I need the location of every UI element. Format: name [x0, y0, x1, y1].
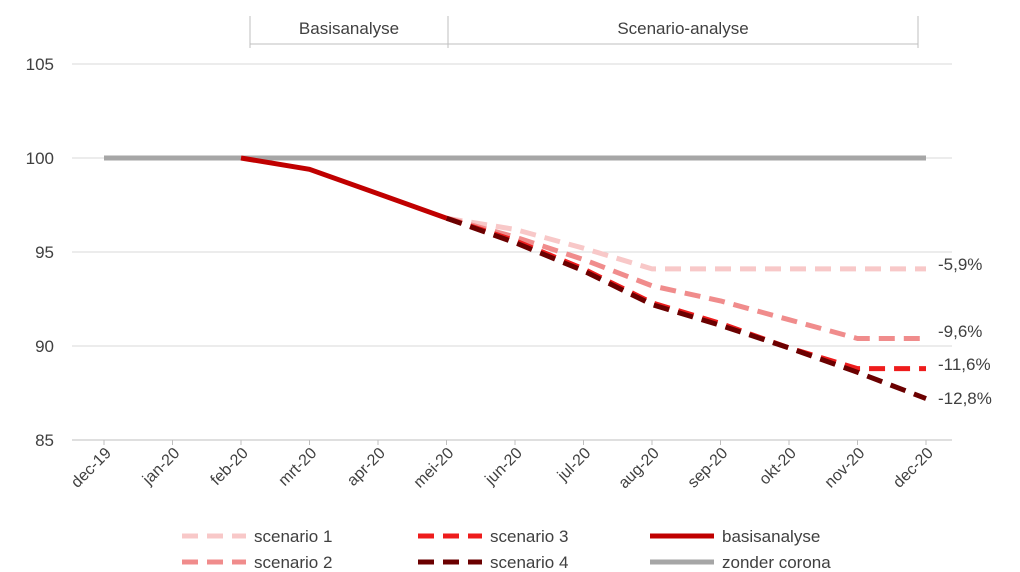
x-tick-label: okt-20 [756, 445, 800, 489]
legend-label: scenario 4 [490, 553, 568, 572]
end-value-label: -5,9% [938, 255, 982, 274]
series-line-scenario-1 [446, 215, 926, 272]
x-tick-label: jan-20 [139, 445, 183, 489]
series-line-scenario-2 [445, 215, 926, 341]
x-tick-label: dec-20 [890, 445, 937, 492]
y-tick-label: 95 [35, 243, 54, 262]
series-line-scenario-4 [445, 215, 927, 401]
y-tick-label: 90 [35, 337, 54, 356]
legend-label: zonder corona [722, 553, 831, 572]
x-tick-label: feb-20 [208, 445, 252, 489]
legend-label: basisanalyse [722, 527, 820, 546]
y-tick-label: 85 [35, 431, 54, 450]
x-tick-label: nov-20 [822, 445, 869, 492]
x-tick-label: jul-20 [554, 445, 594, 485]
gridlines [72, 63, 952, 347]
period-label: Basisanalyse [299, 19, 399, 38]
y-tick-label: 105 [26, 55, 54, 74]
x-tick-label: mrt-20 [276, 445, 321, 490]
series-lines [104, 155, 927, 401]
legend-label: scenario 2 [254, 553, 332, 572]
period-label: Scenario-analyse [617, 19, 748, 38]
axes: 85 90 95 100 105 dec-19 jan-20 feb-20 mrt-20 apr-… [26, 55, 952, 492]
legend: scenario 1 scenario 3 basisanalyse scenario… [182, 527, 831, 572]
end-annotations: -5,9% -9,6% -11,6% -12,8% [938, 255, 992, 408]
end-value-label: -12,8% [938, 389, 992, 408]
legend-label: scenario 1 [254, 527, 332, 546]
x-tick-label: apr-20 [344, 445, 389, 490]
x-tick-label: sep-20 [685, 445, 732, 492]
legend-label: scenario 3 [490, 527, 568, 546]
x-tick-label: jun-20 [482, 445, 526, 489]
x-tick-label: mei-20 [411, 445, 458, 492]
x-tick-label: dec-19 [68, 445, 115, 492]
x-tick-label: aug-20 [616, 445, 663, 492]
end-value-label: -11,6% [938, 355, 991, 374]
end-value-label: -9,6% [938, 322, 982, 341]
y-tick-label: 100 [26, 149, 54, 168]
series-line-basisanalyse [240, 155, 448, 221]
period-brackets: Basisanalyse Scenario-analyse [249, 16, 919, 48]
